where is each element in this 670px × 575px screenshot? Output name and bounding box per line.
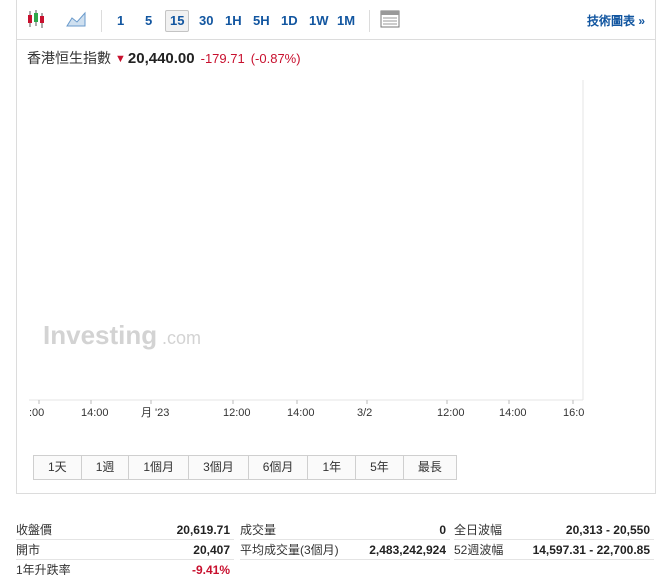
period-button-5[interactable]: 1年 bbox=[308, 456, 357, 479]
stat-label: 成交量 bbox=[240, 523, 277, 537]
stat-label: 開市 bbox=[16, 543, 41, 557]
stat-day-range: 全日波幅 20,313 - 20,550 bbox=[454, 520, 654, 540]
interval-button-30[interactable]: 30 bbox=[199, 13, 214, 28]
last-price: 20,440.00 bbox=[127, 50, 195, 67]
stat-value: 20,619.71 bbox=[176, 523, 230, 537]
chart-toolbar: 1 5 15 30 1H 5H 1D 1W 1M 技術圖表 » bbox=[17, 0, 655, 40]
period-button-7[interactable]: 最長 bbox=[403, 456, 456, 479]
stat-change-1y: 1年升跌率 -9.41% bbox=[16, 560, 234, 575]
x-tick-label: 14:00 bbox=[81, 407, 109, 419]
stat-value: 20,407 bbox=[193, 543, 230, 557]
technical-chart-link[interactable]: 技術圖表 » bbox=[586, 14, 645, 28]
stat-open: 開市 20,407 bbox=[16, 540, 234, 560]
stat-label: 收盤價 bbox=[16, 523, 53, 537]
instrument-name: 香港恒生指數 bbox=[27, 50, 111, 66]
x-tick-label: 3/2 bbox=[357, 407, 372, 419]
x-tick-label: 12:00 bbox=[437, 407, 465, 419]
stat-52-week-range: 52週波幅 14,597.31 - 22,700.85 bbox=[454, 540, 654, 560]
interval-button-1[interactable]: 1 bbox=[117, 13, 125, 28]
stat-label: 1年升跌率 bbox=[16, 563, 71, 575]
stat-value: 20,313 - 20,550 bbox=[565, 523, 650, 537]
period-button-2[interactable]: 1個月 bbox=[129, 456, 190, 479]
stat-value: 2,483,242,924 bbox=[369, 543, 446, 557]
x-tick-label: 16:0 bbox=[563, 407, 584, 419]
period-button-0[interactable]: 1天 bbox=[34, 456, 82, 479]
interval-button-1w[interactable]: 1W bbox=[309, 13, 329, 28]
watermark-logo: Investing bbox=[43, 320, 157, 350]
chart-panel: 1 5 15 30 1H 5H 1D 1W 1M 技術圖表 » 香港恒生指數 ▼ 20,440.00… bbox=[16, 0, 656, 494]
toolbar-divider bbox=[101, 10, 102, 32]
stat-value: -9.41% bbox=[191, 563, 230, 575]
area-chart-icon[interactable] bbox=[65, 8, 91, 32]
quote-header: 香港恒生指數 ▼ 20,440.00 -179.71 (-0.87%) bbox=[27, 49, 301, 67]
interval-button-1h[interactable]: 1H bbox=[225, 13, 242, 28]
period-button-1[interactable]: 1週 bbox=[81, 456, 130, 479]
down-arrow-icon: ▼ bbox=[115, 53, 126, 65]
x-tick-label: 14:00 bbox=[287, 407, 315, 419]
table-icon[interactable] bbox=[379, 8, 405, 32]
stat-volume: 成交量 0 bbox=[240, 520, 450, 540]
interval-button-1m[interactable]: 1M bbox=[337, 13, 356, 28]
stat-label: 全日波幅 bbox=[454, 523, 503, 537]
x-tick-label: :00 bbox=[29, 407, 44, 419]
period-selector: 1天 1週 1個月 3個月 6個月 1年 5年 最長 bbox=[33, 455, 457, 480]
interval-button-15[interactable]: 15 bbox=[165, 10, 190, 32]
stat-value: 14,597.31 - 22,700.85 bbox=[532, 543, 650, 557]
candlestick-icon[interactable] bbox=[25, 8, 51, 32]
x-tick-label: 12:00 bbox=[223, 407, 251, 419]
interval-button-5h[interactable]: 5H bbox=[253, 13, 270, 28]
stat-avg-volume: 平均成交量(3個月) 2,483,242,924 bbox=[240, 540, 450, 560]
stat-prev-close: 收盤價 20,619.71 bbox=[16, 520, 234, 540]
interval-button-5[interactable]: 5 bbox=[145, 13, 153, 28]
toolbar-divider bbox=[369, 10, 370, 32]
x-tick-label: 月 '23 bbox=[141, 407, 169, 419]
stat-value: 0 bbox=[439, 523, 446, 537]
price-change: -179.71 bbox=[200, 51, 245, 66]
price-change-percent: (-0.87%) bbox=[250, 51, 301, 66]
interval-button-1d[interactable]: 1D bbox=[281, 13, 298, 28]
stat-label: 52週波幅 bbox=[454, 543, 504, 557]
period-button-3[interactable]: 3個月 bbox=[189, 456, 249, 479]
x-tick-label: 14:00 bbox=[499, 407, 527, 419]
stat-label: 平均成交量(3個月) bbox=[240, 543, 339, 557]
period-button-6[interactable]: 5年 bbox=[356, 456, 404, 479]
watermark-suffix: .com bbox=[162, 328, 201, 348]
period-button-4[interactable]: 6個月 bbox=[248, 456, 309, 479]
candlestick-chart[interactable]: Investing.com20,600.0020,500.0020,400.00… bbox=[17, 0, 655, 430]
